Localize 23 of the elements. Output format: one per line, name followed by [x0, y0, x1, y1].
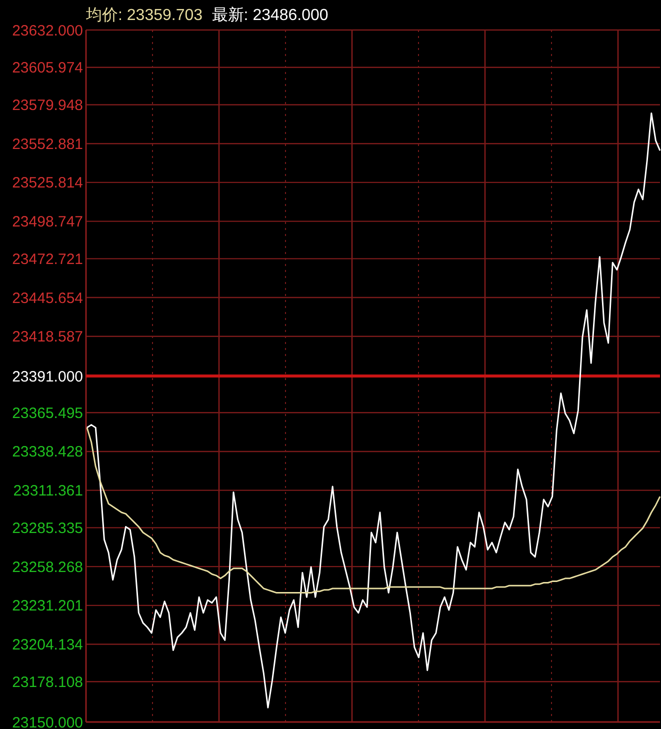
- line-series: [86, 112, 661, 708]
- y-tick-label: 23338.428: [12, 444, 83, 461]
- y-tick-label: 23498.747: [12, 214, 83, 231]
- y-tick-label: 23552.881: [12, 136, 83, 153]
- y-tick-label: 23472.721: [12, 250, 83, 268]
- y-tick-label: 23418.587: [12, 328, 83, 346]
- y-tick-label: 23579.948: [12, 96, 83, 114]
- text: 最新: 23486.000: [212, 6, 328, 24]
- y-tick-label: 23178.108: [12, 674, 83, 691]
- y-tick-label: 23258.268: [12, 558, 83, 576]
- text: 均价: 23359.703: [85, 7, 203, 24]
- y-tick-label: 23632.000: [12, 22, 83, 40]
- y-tick-label: 23525.814: [12, 174, 83, 192]
- line-series: [86, 426, 661, 594]
- y-tick-label: 23204.134: [12, 636, 83, 654]
- y-tick-label: 23311.361: [13, 482, 83, 500]
- y-tick-label: 23445.654: [12, 290, 83, 307]
- y-tick-label: 23285.335: [12, 520, 83, 537]
- y-tick-label: 23150.000: [12, 714, 83, 729]
- y-tick-label: 23231.201: [12, 598, 83, 615]
- y-tick-label: 23365.495: [12, 404, 83, 422]
- y-tick-label: 23605.974: [12, 60, 83, 77]
- y-tick-label: 23391.000: [12, 368, 83, 386]
